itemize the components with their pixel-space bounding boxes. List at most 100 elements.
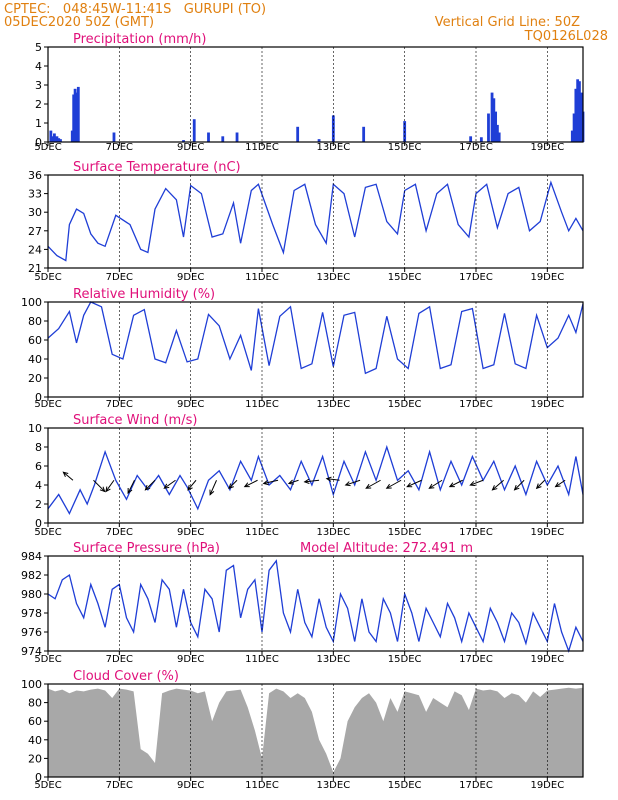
y-tick-label: 8 — [35, 441, 42, 454]
precip-bar-13 — [192, 119, 196, 142]
y-tick-label: 10 — [28, 422, 42, 435]
y-tick-label: 974 — [21, 645, 42, 658]
wind-arrow-head — [385, 483, 392, 489]
wind-arrow-shaft — [93, 479, 106, 492]
x-tick-label: 11DEC — [245, 654, 279, 665]
x-tick-label: 17DEC — [459, 780, 493, 791]
x-tick-label: 9DEC — [177, 654, 204, 665]
x-tick-label: 15DEC — [388, 780, 422, 791]
precipitation-panel: 0 1 2 3 4 5 5DEC 7DEC 9DEC 11DEC 13DEC 15DEC 17DEC 19… — [34, 32, 585, 153]
header-date: 05DEC2020 50Z (GMT) — [4, 15, 154, 30]
precip-bar-9 — [75, 92, 78, 142]
y-tick-label: 984 — [21, 550, 42, 563]
wind-arrow-20 — [469, 479, 484, 487]
series-line — [47, 301, 584, 375]
wind-arrow-shaft — [407, 479, 422, 488]
wind-arrow-15 — [365, 479, 381, 489]
wind-arrow-shaft — [145, 479, 156, 491]
y-tick-label: 60 — [28, 715, 42, 728]
precip-bar-10 — [76, 86, 80, 142]
y-tick-label: 4 — [35, 479, 42, 492]
x-tick-label: 9DEC — [177, 780, 204, 791]
y-tick-label: 20 — [28, 752, 42, 765]
x-tick-label: 17DEC — [459, 654, 493, 665]
y-tick-label: 980 — [21, 588, 42, 601]
wind-arrow-shaft — [326, 478, 340, 481]
wind-arrow-shaft — [345, 479, 361, 486]
wind-arrow-7 — [209, 480, 217, 496]
wind-arrow-8 — [228, 479, 238, 490]
y-tick-label: 24 — [28, 243, 42, 256]
wind-arrow-head — [105, 486, 111, 493]
precip-bar-20 — [362, 126, 366, 142]
wind-arrow-2 — [105, 479, 115, 493]
x-tick-label: 7DEC — [106, 780, 133, 791]
wind-arrow-13 — [325, 476, 340, 482]
wind-arrow-4 — [144, 479, 156, 491]
cloud-cover-panel: 0 20 40 60 80 100 5DEC 7DEC 9DEC 11DEC 13DEC 15DEC 1… — [21, 669, 584, 791]
x-tick-label: 15DEC — [388, 399, 422, 410]
y-tick-label: 80 — [28, 697, 42, 710]
wind-arrow-head — [62, 471, 69, 478]
x-tick-label: 7DEC — [106, 527, 133, 538]
x-tick-label: 5DEC — [34, 272, 61, 283]
header: CPTEC: 048:45W-11:41S GURUPI (TO) 05DEC2… — [4, 2, 608, 44]
panel-frame — [47, 46, 584, 143]
precip-bar-33 — [576, 79, 580, 142]
wind-arrow-shaft — [228, 479, 238, 489]
x-tick-label: 15DEC — [388, 142, 422, 153]
precip-bar-22 — [469, 136, 473, 142]
y-tick-label: 5 — [35, 41, 42, 54]
wind-arrow-head — [491, 485, 498, 491]
wind-arrow-shaft — [365, 479, 381, 489]
y-tick-label: 0 — [35, 771, 42, 784]
wind-arrow-head — [144, 484, 151, 491]
series-line — [47, 180, 584, 262]
x-tick-label: 11DEC — [245, 142, 279, 153]
precip-bar-6 — [70, 130, 74, 142]
y-tick-label: 6 — [35, 460, 42, 473]
panel-title: Precipitation (mm/h) — [73, 32, 206, 47]
y-tick-label: 20 — [28, 372, 42, 385]
x-tick-label: 7DEC — [106, 654, 133, 665]
x-tick-label: 13DEC — [316, 527, 350, 538]
x-tick-label: 5DEC — [34, 780, 61, 791]
x-tick-label: 17DEC — [459, 142, 493, 153]
panel-title: Cloud Cover (%) — [73, 669, 179, 684]
wind-arrow-shaft — [470, 479, 484, 486]
wind-arrow-21 — [491, 479, 504, 491]
y-tick-label: 0 — [35, 517, 42, 530]
x-tick-label: 11DEC — [245, 780, 279, 791]
wind-arrow-head — [535, 483, 542, 490]
x-tick-label: 7DEC — [106, 142, 133, 153]
precip-bar-1 — [50, 136, 54, 142]
x-tick-label: 5DEC — [34, 527, 61, 538]
precip-bar-35 — [579, 92, 583, 142]
wind-arrow-10 — [262, 479, 279, 486]
x-tick-label: 19DEC — [530, 272, 564, 283]
y-tick-label: 982 — [21, 569, 42, 582]
wind-arrow-shaft — [127, 480, 135, 494]
y-tick-label: 27 — [28, 225, 42, 238]
x-tick-label: 19DEC — [530, 142, 564, 153]
panel-frame — [47, 555, 584, 652]
wind-arrow-head — [163, 483, 170, 489]
wind-arrow-head — [469, 481, 476, 487]
wind-arrow-head — [448, 482, 455, 488]
wind-arrow-head — [243, 482, 250, 488]
panel-frame — [47, 174, 584, 269]
wind-arrow-17 — [406, 479, 422, 488]
header-model: TQ0126L028 — [524, 29, 608, 44]
series-line — [47, 559, 584, 654]
x-tick-label: 15DEC — [388, 654, 422, 665]
precip-bar-16 — [235, 132, 239, 142]
precip-bar-31 — [572, 113, 576, 142]
wind-arrow-3 — [127, 480, 135, 495]
wind-arrow-head — [262, 479, 269, 486]
x-tick-label: 5DEC — [34, 399, 61, 410]
y-tick-label: 21 — [28, 262, 42, 275]
wind-arrow-shaft — [63, 471, 74, 481]
precip-bar-29 — [497, 132, 501, 142]
y-tick-label: 0 — [35, 136, 42, 149]
